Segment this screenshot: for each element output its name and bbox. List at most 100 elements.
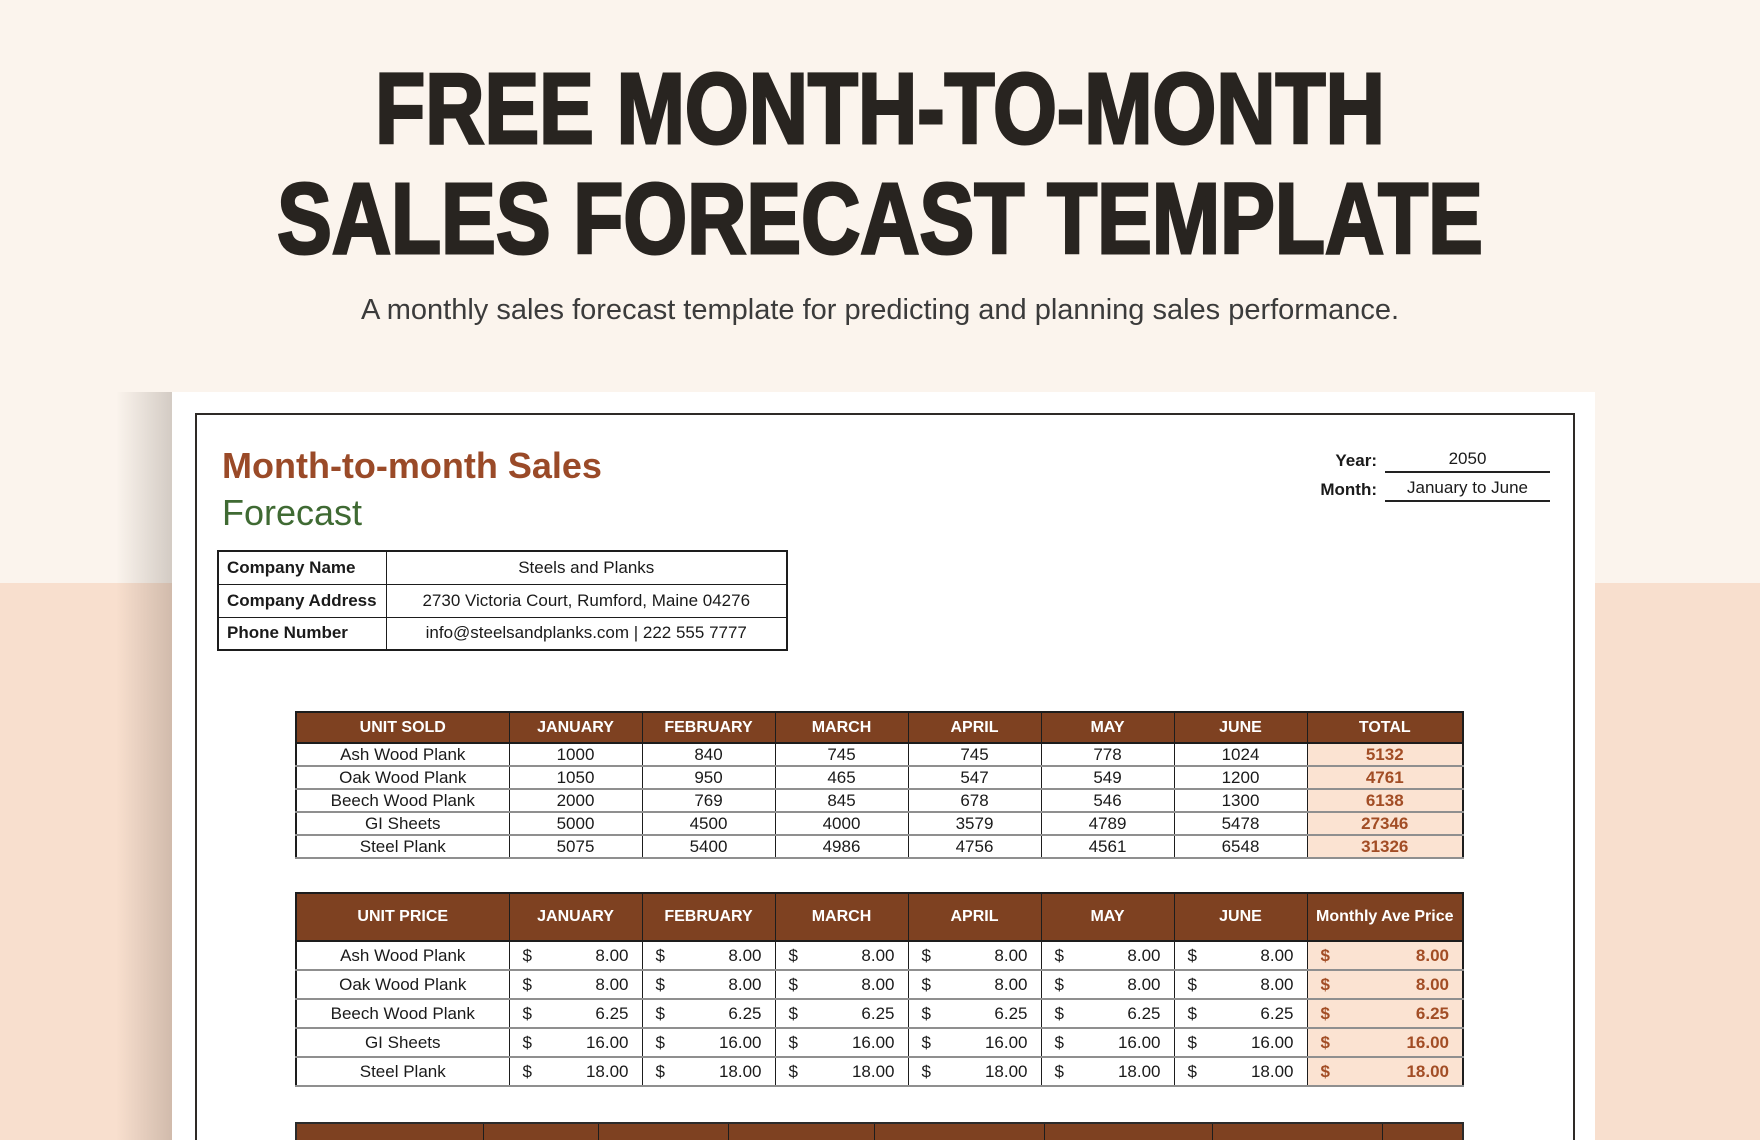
total-units-cell: 4761	[1306, 765, 1464, 789]
amount-value: 8.00	[861, 974, 895, 994]
units-sold-cell: 4000	[774, 811, 909, 835]
money-cell-content: $8.00	[1308, 945, 1462, 966]
amount-value: 8.00	[1415, 974, 1449, 994]
currency-symbol: $	[1054, 1003, 1064, 1023]
company-info-row: Company Address 2730 Victoria Court, Rumf…	[217, 583, 788, 618]
currency-symbol: $	[788, 1032, 798, 1052]
currency-symbol: $	[921, 1003, 931, 1023]
money-cell-content: $18.00	[643, 1061, 774, 1082]
amount-value: 18.00	[1117, 1061, 1161, 1081]
company-field-value: info@steelsandplanks.com | 222 555 7777	[385, 616, 788, 651]
total-units-cell: 5132	[1306, 743, 1464, 766]
currency-symbol: $	[1054, 1032, 1064, 1052]
hero-title-line1: FREE MONTH-TO-MONTH	[374, 53, 1386, 166]
unit-price-cell: $8.00	[508, 941, 643, 970]
company-field-label: Phone Number	[217, 616, 387, 651]
units-sold-cell: 5000	[508, 811, 643, 835]
units-sold-cell: 547	[907, 765, 1042, 789]
currency-symbol: $	[1320, 974, 1330, 994]
unit-price-cell: $8.00	[1173, 969, 1308, 999]
units-sold-cell: 778	[1040, 743, 1175, 766]
currency-symbol: $	[1187, 974, 1197, 994]
amount-value: 18.00	[585, 1061, 629, 1081]
units-sold-cell: 465	[774, 765, 909, 789]
currency-symbol: $	[522, 1061, 532, 1081]
amount-value: 16.00	[851, 1032, 895, 1052]
money-cell-content: $16.00	[643, 1033, 774, 1053]
product-name-cell: Beech Wood Plank	[295, 788, 510, 812]
column-header: JANUARY	[508, 712, 643, 744]
product-name-cell: Steel Plank	[295, 1056, 510, 1086]
monthly-avg-price-cell: $18.00	[1306, 1056, 1464, 1086]
unit-sold-row: Beech Wood Plank 2000 769 845 678 546 1300 6138	[295, 788, 1464, 812]
amount-value: 16.00	[984, 1032, 1028, 1052]
template-document-page: Month-to-month Sales Forecast Year: 2050…	[172, 392, 1595, 1140]
currency-symbol: $	[655, 945, 665, 965]
money-cell-content: $18.00	[1042, 1061, 1173, 1082]
year-row: Year: 2050	[1299, 444, 1550, 473]
money-cell-content: $8.00	[1042, 974, 1173, 995]
monthly-avg-price-cell: $16.00	[1306, 1027, 1464, 1057]
column-header: UNIT SOLD	[295, 712, 510, 744]
money-cell-content: $16.00	[909, 1032, 1040, 1053]
column-header: UNIT PRICE	[295, 893, 510, 942]
units-sold-cell: 1200	[1173, 765, 1308, 789]
total-units-cell: 27346	[1306, 811, 1464, 835]
money-cell-content: $18.00	[909, 1061, 1040, 1082]
unit-price-cell: $8.00	[1040, 941, 1175, 970]
company-field-value: 2730 Victoria Court, Rumford, Maine 0427…	[385, 583, 788, 618]
units-sold-cell: 4561	[1040, 834, 1175, 858]
currency-symbol: $	[1320, 945, 1330, 965]
amount-value: 8.00	[595, 974, 629, 994]
monthly-avg-price-cell: $8.00	[1306, 969, 1464, 999]
month-value: January to June	[1385, 478, 1550, 502]
currency-symbol: $	[1320, 1032, 1330, 1052]
clipped-next-table-header	[295, 1122, 1464, 1140]
money-cell-content: $16.00	[1175, 1033, 1306, 1053]
unit-price-cell: $6.25	[1040, 998, 1175, 1028]
unit-sold-row: Steel Plank 5075 5400 4986 4756 4561 6548 31326	[295, 834, 1464, 858]
units-sold-cell: 549	[1040, 765, 1175, 789]
unit-price-cell: $16.00	[1040, 1027, 1175, 1057]
amount-value: 18.00	[984, 1061, 1028, 1081]
unit-price-cell: $8.00	[641, 969, 776, 999]
unit-price-cell: $8.00	[641, 941, 776, 970]
units-sold-cell: 4500	[641, 811, 776, 835]
currency-symbol: $	[522, 1032, 532, 1052]
units-sold-cell: 1000	[508, 743, 643, 766]
amount-value: 18.00	[1250, 1061, 1294, 1081]
currency-symbol: $	[655, 1061, 665, 1081]
monthly-avg-price-cell: $6.25	[1306, 998, 1464, 1028]
money-cell-content: $8.00	[909, 946, 1040, 966]
column-header: MARCH	[774, 893, 909, 942]
units-sold-cell: 5478	[1173, 811, 1308, 835]
currency-symbol: $	[1187, 1061, 1197, 1081]
units-sold-cell: 6548	[1173, 834, 1308, 858]
currency-symbol: $	[1054, 974, 1064, 994]
product-name-cell: Ash Wood Plank	[295, 941, 510, 970]
unit-price-cell: $8.00	[508, 969, 643, 999]
document-subtitle: Forecast	[222, 492, 363, 533]
currency-symbol: $	[1054, 945, 1064, 965]
product-name-cell: Oak Wood Plank	[295, 969, 510, 999]
unit-price-cell: $16.00	[774, 1027, 909, 1057]
money-cell-content: $8.00	[1042, 945, 1173, 966]
unit-price-row: GI Sheets $16.00 $16.00 $16.00 $16.00 $16.00 $…	[295, 1027, 1464, 1057]
company-field-label: Company Name	[217, 550, 387, 585]
unit-sold-table: UNIT SOLD JANUARY FEBRUARY MARCH APRIL MAY JUN…	[295, 711, 1464, 859]
amount-value: 16.00	[1406, 1032, 1449, 1052]
currency-symbol: $	[1320, 1061, 1330, 1081]
unit-price-cell: $18.00	[508, 1056, 643, 1086]
product-name-cell: Oak Wood Plank	[295, 765, 510, 789]
units-sold-cell: 745	[907, 743, 1042, 766]
column-header: TOTAL	[1306, 712, 1464, 744]
clipped-header-cell	[597, 1123, 729, 1140]
currency-symbol: $	[522, 945, 532, 965]
hero-heading: FREE MONTH-TO-MONTH SALES FORECAST TEMPL…	[0, 53, 1760, 276]
money-cell-content: $8.00	[776, 974, 907, 995]
currency-symbol: $	[655, 1003, 665, 1023]
column-header: JANUARY	[508, 893, 643, 942]
column-header: MARCH	[774, 712, 909, 744]
amount-value: 6.25	[1127, 1003, 1161, 1023]
